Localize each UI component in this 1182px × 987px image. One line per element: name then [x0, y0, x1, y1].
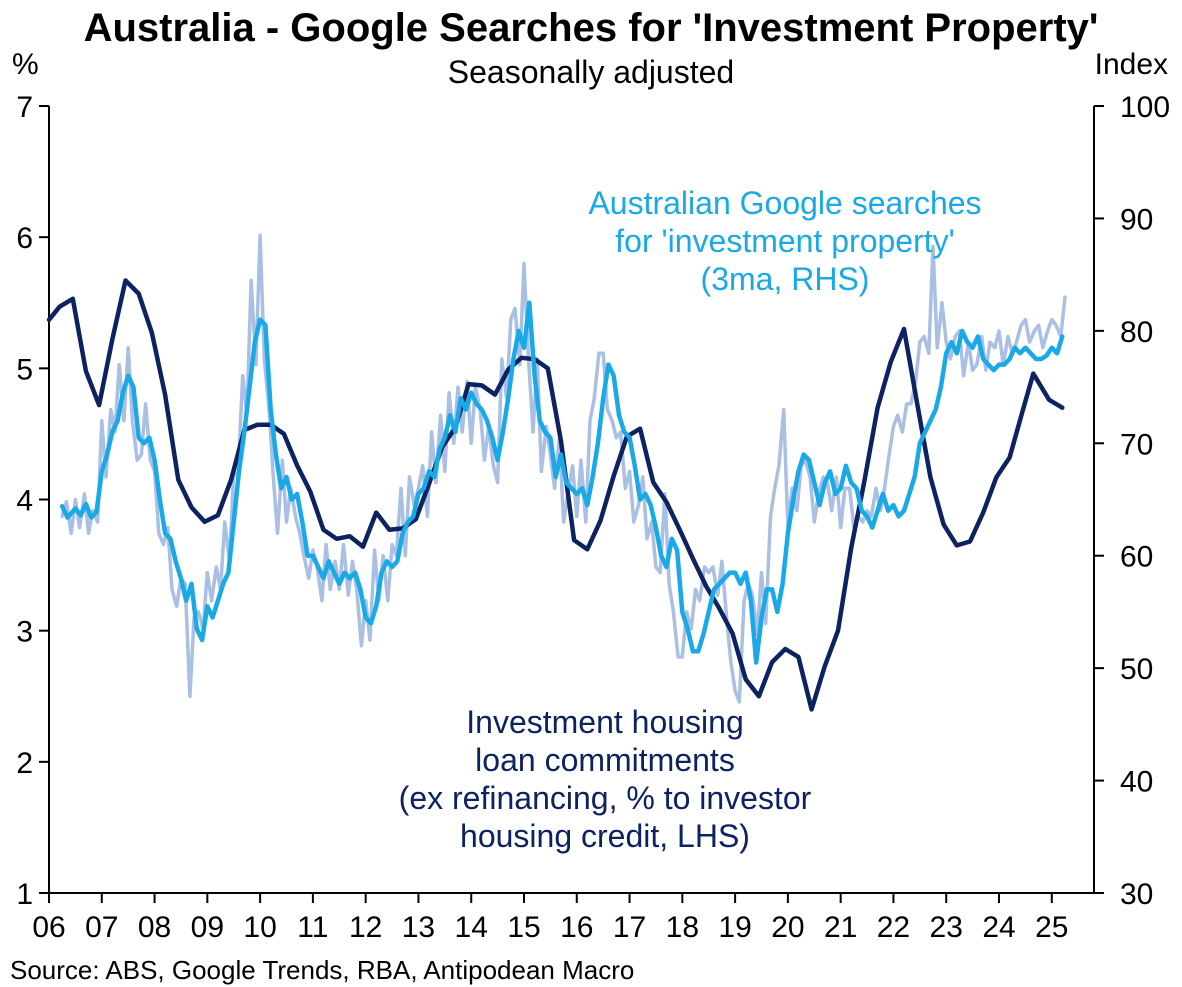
- left-axis-tick-label: 7: [16, 91, 33, 124]
- left-axis-tick-label: 2: [16, 747, 33, 780]
- series-line-searches-3ma: [59, 300, 1065, 665]
- annotation-searches-line: Australian Google searches: [588, 185, 981, 221]
- left-axis-tick-label: 6: [16, 222, 33, 255]
- right-axis-tick-label: 40: [1120, 766, 1153, 799]
- right-axis-tick-label: 50: [1120, 653, 1153, 686]
- annotation-loans-line: housing credit, LHS): [460, 818, 750, 854]
- left-axis-unit: %: [12, 48, 39, 81]
- right-axis-tick-label: 100: [1120, 91, 1170, 124]
- x-axis-tick-label: 16: [560, 911, 593, 944]
- chart-subtitle: Seasonally adjusted: [447, 54, 735, 90]
- x-axis-tick-label: 25: [1035, 911, 1068, 944]
- right-axis-tick-label: 90: [1120, 203, 1153, 236]
- x-axis-tick-label: 14: [455, 911, 488, 944]
- left-axis-tick-label: 3: [16, 616, 33, 649]
- series-line-loan-commitments: [46, 278, 1065, 712]
- x-axis-tick-label: 12: [349, 911, 382, 944]
- x-axis-tick-label: 21: [824, 911, 857, 944]
- x-axis-tick-label: 08: [138, 911, 171, 944]
- source-note: Source: ABS, Google Trends, RBA, Antipod…: [10, 955, 635, 985]
- annotation-loans-line: loan commitments: [475, 742, 735, 778]
- right-axis-tick-label: 60: [1120, 541, 1153, 574]
- chart-series: [46, 233, 1067, 712]
- left-axis-tick-label: 1: [16, 878, 33, 911]
- left-axis-tick-label: 4: [16, 485, 33, 518]
- annotation-searches-line: (3ma, RHS): [701, 261, 870, 297]
- right-axis-unit: Index: [1094, 48, 1168, 81]
- x-axis-tick-label: 19: [718, 911, 751, 944]
- x-axis-tick-label: 24: [982, 911, 1015, 944]
- right-axis-tick-label: 30: [1120, 878, 1153, 911]
- x-axis-tick-label: 07: [85, 911, 118, 944]
- right-axis-tick-label: 70: [1120, 428, 1153, 461]
- x-axis-tick-label: 17: [613, 911, 646, 944]
- annotation-searches-line: for 'investment property': [615, 223, 954, 259]
- x-axis-tick-label: 10: [243, 911, 276, 944]
- x-axis-tick-label: 11: [297, 911, 328, 944]
- x-axis-tick-label: 13: [402, 911, 435, 944]
- left-axis-tick-label: 5: [16, 353, 33, 386]
- x-axis-tick-label: 09: [191, 911, 224, 944]
- right-axis-tick-label: 80: [1120, 316, 1153, 349]
- annotation-loans-line: Investment housing: [466, 704, 744, 740]
- x-axis-tick-label: 20: [771, 911, 804, 944]
- x-axis-tick-label: 22: [877, 911, 910, 944]
- x-axis-tick-label: 18: [666, 911, 699, 944]
- x-axis-tick-label: 15: [507, 911, 540, 944]
- x-axis-tick-label: 23: [930, 911, 963, 944]
- chart-title: Australia - Google Searches for 'Investm…: [83, 6, 1099, 50]
- annotation-loans-line: (ex refinancing, % to investor: [399, 780, 812, 816]
- x-axis-tick-label: 06: [32, 911, 65, 944]
